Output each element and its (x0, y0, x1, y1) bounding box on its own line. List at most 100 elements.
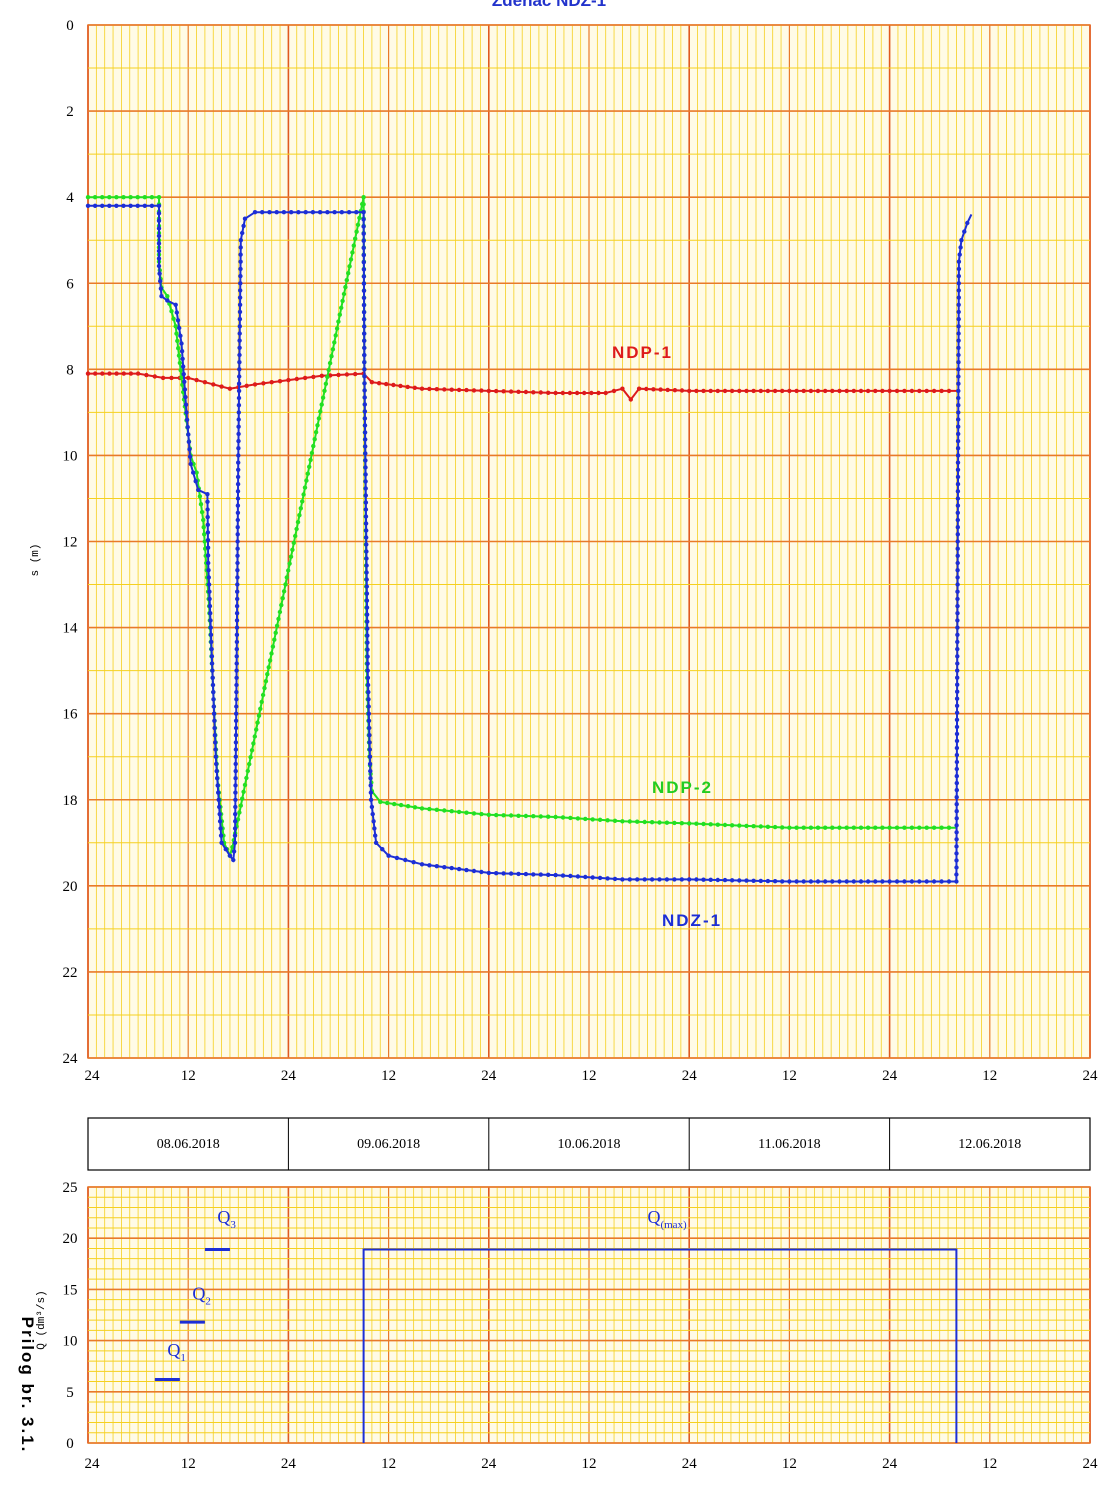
series-marker-ndz-1 (216, 790, 221, 795)
series-marker-ndz-1 (362, 381, 367, 386)
series-marker-ndz-1 (210, 675, 215, 680)
series-marker-ndz-1 (366, 689, 371, 695)
series-marker-ndz-1 (361, 210, 366, 215)
series-marker-ndz-1 (837, 879, 842, 884)
series-marker-ndz-1 (362, 324, 367, 329)
upper-y-tick: 4 (66, 190, 74, 206)
series-marker-ndz-1 (208, 618, 213, 623)
series-marker-ndz-1 (605, 876, 610, 881)
series-marker-ndz-1 (210, 682, 216, 688)
series-marker-ndz-1 (956, 338, 961, 343)
series-marker-ndp-2 (176, 353, 182, 358)
series-marker-ndp-2 (199, 509, 205, 515)
series-marker-ndz-1 (186, 439, 192, 445)
series-marker-ndz-1 (955, 481, 961, 487)
series-marker-ndz-1 (955, 639, 960, 645)
series-marker-ndp-1 (277, 379, 283, 384)
series-marker-ndp-1 (567, 390, 573, 396)
series-marker-ndp-1 (508, 389, 514, 394)
series-marker-ndz-1 (546, 872, 551, 877)
upper-x-tick: 12 (582, 1068, 597, 1084)
series-marker-ndp-1 (596, 390, 601, 396)
series-marker-ndz-1 (367, 725, 372, 731)
series-marker-ndz-1 (156, 256, 162, 261)
series-marker-ndz-1 (361, 231, 366, 236)
series-marker-ndz-1 (289, 210, 294, 215)
series-marker-ndz-1 (758, 878, 763, 884)
series-marker-ndz-1 (965, 220, 970, 226)
series-marker-ndz-1 (206, 575, 211, 580)
series-marker-ndp-1 (603, 390, 608, 396)
series-marker-ndp-2 (247, 761, 252, 767)
series-marker-ndz-1 (363, 500, 369, 505)
series-marker-ndz-1 (236, 431, 241, 437)
series-marker-ndz-1 (209, 654, 215, 659)
series-marker-ndz-1 (956, 424, 961, 429)
series-marker-ndp-2 (341, 291, 347, 297)
series-marker-ndz-1 (362, 352, 367, 358)
series-marker-ndp-1 (398, 383, 403, 389)
series-marker-ndp-2 (337, 312, 342, 317)
series-marker-ndp-2 (286, 568, 291, 573)
series-marker-ndp-2 (715, 822, 720, 827)
series-marker-ndp-2 (486, 812, 491, 817)
series-marker-ndz-1 (959, 238, 964, 243)
series-marker-ndp-2 (516, 813, 521, 818)
series-marker-ndp-2 (169, 309, 174, 314)
series-marker-ndz-1 (182, 387, 188, 392)
series-marker-ndp-1 (880, 388, 885, 394)
series-marker-ndz-1 (238, 266, 243, 272)
series-marker-ndz-1 (142, 203, 147, 208)
series-marker-ndz-1 (955, 446, 961, 451)
series-marker-ndz-1 (149, 203, 155, 208)
series-marker-ndz-1 (956, 367, 961, 372)
series-marker-ndp-1 (494, 388, 499, 394)
series-marker-ndz-1 (208, 632, 214, 637)
series-marker-ndz-1 (237, 338, 242, 343)
series-marker-ndz-1 (234, 682, 239, 688)
series-marker-ndp-1 (376, 381, 382, 386)
series-marker-ndz-1 (364, 584, 369, 589)
series-marker-ndp-2 (309, 450, 315, 456)
series-marker-ndz-1 (962, 229, 967, 234)
series-marker-ndz-1 (419, 862, 425, 867)
series-marker-ndz-1 (214, 768, 219, 774)
series-marker-ndz-1 (121, 203, 126, 208)
series-marker-ndp-1 (865, 388, 871, 394)
series-marker-ndz-1 (281, 210, 287, 215)
lower-x-tick: 24 (281, 1456, 297, 1472)
series-marker-ndz-1 (365, 654, 370, 659)
series-marker-ndz-1 (366, 711, 371, 716)
series-marker-ndz-1 (367, 747, 372, 752)
series-marker-ndp-1 (644, 386, 649, 392)
series-marker-ndz-1 (361, 288, 367, 293)
series-marker-ndz-1 (635, 877, 640, 882)
series-marker-ndp-2 (343, 284, 348, 290)
series-marker-ndz-1 (363, 507, 369, 512)
series-marker-ndz-1 (954, 773, 959, 779)
series-marker-ndz-1 (187, 447, 192, 452)
series-marker-ndp-2 (238, 803, 243, 808)
q-annotation: Q1 (167, 1340, 186, 1364)
lower-x-tick: 24 (1083, 1456, 1098, 1472)
series-marker-ndz-1 (92, 203, 98, 208)
series-marker-ndp-1 (135, 371, 141, 376)
series-marker-ndz-1 (364, 598, 370, 603)
series-marker-ndz-1 (954, 787, 959, 793)
series-marker-ndp-2 (85, 195, 91, 200)
series-marker-ndp-2 (560, 815, 566, 820)
series-marker-ndp-1 (894, 388, 900, 394)
series-marker-ndz-1 (744, 878, 749, 883)
upper-y-tick: 24 (63, 1051, 79, 1067)
series-marker-ndz-1 (233, 819, 238, 824)
series-marker-ndz-1 (365, 633, 370, 638)
series-marker-ndp-2 (320, 395, 326, 400)
series-marker-ndp-1 (672, 388, 678, 393)
series-marker-ndp-2 (329, 354, 334, 359)
series-marker-ndz-1 (955, 689, 960, 694)
upper-x-tick: 24 (85, 1068, 101, 1084)
series-marker-ndp-2 (348, 257, 354, 262)
series-marker-ndz-1 (367, 740, 372, 745)
q-max-line (362, 1248, 958, 1443)
series-marker-ndz-1 (339, 210, 344, 215)
